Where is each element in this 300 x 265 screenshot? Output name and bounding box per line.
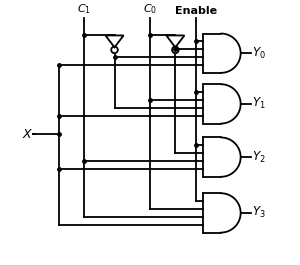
Text: $C_1$: $C_1$ [77,3,91,16]
Text: $Y_1$: $Y_1$ [252,96,266,112]
Text: Enable: Enable [175,6,217,16]
Text: $Y_3$: $Y_3$ [252,205,266,220]
Text: X: X [22,128,31,141]
Text: $Y_2$: $Y_2$ [252,149,266,165]
Text: $C_0$: $C_0$ [143,3,157,16]
Text: $Y_0$: $Y_0$ [252,46,266,61]
